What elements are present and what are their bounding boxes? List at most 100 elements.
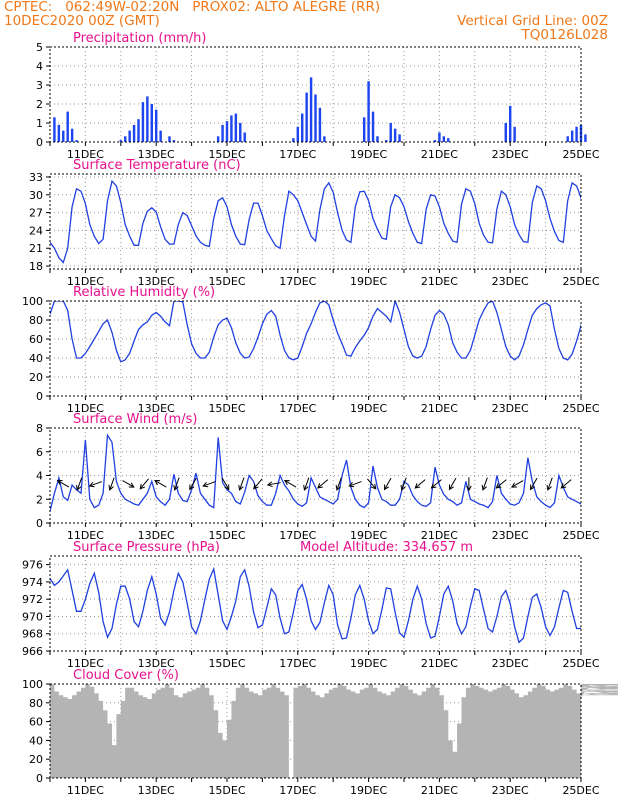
precip-bar xyxy=(376,136,379,142)
y-tick-label: 968 xyxy=(22,628,43,641)
wind-arrow-head xyxy=(481,484,487,491)
x-tick-label: 23DEC xyxy=(492,784,529,797)
precip-bar xyxy=(362,117,366,142)
wind-arrow-shaft xyxy=(122,480,135,488)
precip-bar xyxy=(234,113,238,142)
panel-frame xyxy=(49,683,582,779)
wind-arrow xyxy=(546,477,553,491)
x-tick-label: 19DEC xyxy=(350,529,387,542)
wind-arrow-head xyxy=(466,485,472,492)
x-tick-label: 17DEC xyxy=(279,275,316,288)
x-tick-label: 17DEC xyxy=(279,657,316,670)
wind-arrow-shaft xyxy=(57,480,70,488)
precip-bar xyxy=(371,111,375,142)
wind-arrow-shaft xyxy=(139,478,149,490)
x-tick-label: 17DEC xyxy=(279,148,316,161)
wind-arrow-head xyxy=(546,484,552,491)
series-line xyxy=(50,179,581,264)
wind-arrow xyxy=(122,480,135,488)
precip-bar xyxy=(385,140,388,142)
panel-frame xyxy=(49,173,582,270)
wind-arrow-shaft xyxy=(496,479,507,489)
wind-arrow-shaft xyxy=(221,477,230,490)
wind-arrow-head xyxy=(448,484,454,491)
wind-arrow-head xyxy=(560,483,567,489)
wind-arrow xyxy=(317,479,329,489)
wind-arrow-head xyxy=(189,484,195,491)
x-tick-label: 21DEC xyxy=(421,784,458,797)
x-tick-label: 13DEC xyxy=(138,402,175,415)
wind-arrow-head xyxy=(173,484,179,491)
wind-arrow xyxy=(266,481,281,488)
x-tick-label: 17DEC xyxy=(279,402,316,415)
x-tick-label: 11DEC xyxy=(67,275,104,288)
x-tick-label: 21DEC xyxy=(421,275,458,288)
precip-bar xyxy=(575,126,578,142)
wind-arrow-shaft xyxy=(253,478,263,490)
panel-title: Precipitation (mm/h) xyxy=(73,31,206,46)
wind-arrow-shaft xyxy=(154,480,167,488)
x-tick-label: 11DEC xyxy=(67,148,104,161)
precip-bar xyxy=(154,109,158,142)
x-tick-label: 25DEC xyxy=(562,784,599,797)
y-tick-label: 0 xyxy=(36,136,43,149)
precip-bar xyxy=(137,119,140,142)
panel-annotation: Model Altitude: 334.657 m xyxy=(300,540,473,555)
precip-bar xyxy=(314,94,317,142)
precip-bar xyxy=(172,140,176,142)
y-tick-label: 21 xyxy=(29,242,43,255)
x-tick-label: 23DEC xyxy=(492,657,529,670)
wind-arrow xyxy=(466,477,472,492)
precip-bar xyxy=(301,113,304,142)
y-tick-label: 40 xyxy=(29,352,43,365)
header-line2-right: Vertical Grid Line: 00Z xyxy=(457,13,608,29)
wind-arrow-shaft xyxy=(239,477,245,491)
precip-bar xyxy=(239,123,242,142)
precip-bar xyxy=(447,138,450,142)
precip-bar xyxy=(393,128,397,142)
y-tick-label: 80 xyxy=(29,697,43,710)
x-tick-label: 25DEC xyxy=(562,148,599,161)
wind-arrow xyxy=(283,480,297,488)
precip-bar xyxy=(119,140,123,142)
wind-arrow-head xyxy=(335,484,341,491)
wind-arrow-shaft xyxy=(560,479,572,489)
precip-bar xyxy=(128,130,131,142)
panel-frame xyxy=(49,427,582,524)
precip-bar xyxy=(141,102,145,142)
wind-arrow-shaft xyxy=(414,479,426,489)
wind-arrow xyxy=(139,478,149,490)
wind-arrow xyxy=(173,477,180,491)
panel-title: Cloud Cover (%) xyxy=(73,668,179,683)
series-line xyxy=(50,433,581,512)
wind-arrow-head xyxy=(154,480,161,486)
panel-title: Surface Temperature (nC) xyxy=(73,158,241,173)
wind-arrow-head xyxy=(266,481,273,488)
panel-4: 0 2 4 6 8 11DEC 13DEC 15DEC 17DEC 19DEC 21DEC 23DEC… xyxy=(36,412,600,542)
header-line2-left: 10DEC2020 00Z (GMT) xyxy=(4,13,160,29)
x-tick-label: 15DEC xyxy=(208,275,245,288)
y-tick-label: 0 xyxy=(36,517,43,530)
x-tick-label: 19DEC xyxy=(350,275,387,288)
x-tick-label: 13DEC xyxy=(138,784,175,797)
x-tick-label: 19DEC xyxy=(350,657,387,670)
x-tick-label: 13DEC xyxy=(138,148,175,161)
precip-bar xyxy=(75,140,78,142)
y-tick-label: 972 xyxy=(22,593,43,606)
wind-arrow-head xyxy=(400,484,406,491)
precip-bar xyxy=(146,96,149,142)
precip-bar xyxy=(438,132,441,142)
panel-2: 18 21 24 27 30 33 11DEC 13DEC 15DEC 17DEC 19DEC 21D… xyxy=(29,158,600,288)
wind-arrow-shaft xyxy=(384,477,392,490)
precip-bar xyxy=(504,123,507,142)
wind-arrow xyxy=(448,477,457,491)
wind-arrow-head xyxy=(495,483,502,489)
x-tick-label: 25DEC xyxy=(562,529,599,542)
wind-arrow-shaft xyxy=(349,481,362,487)
precip-bar xyxy=(433,140,437,142)
wind-arrow-head xyxy=(224,484,230,491)
wind-arrow-head xyxy=(317,483,323,489)
x-tick-label: 17DEC xyxy=(279,784,316,797)
x-tick-label: 25DEC xyxy=(562,657,599,670)
panel-frame xyxy=(49,555,582,652)
